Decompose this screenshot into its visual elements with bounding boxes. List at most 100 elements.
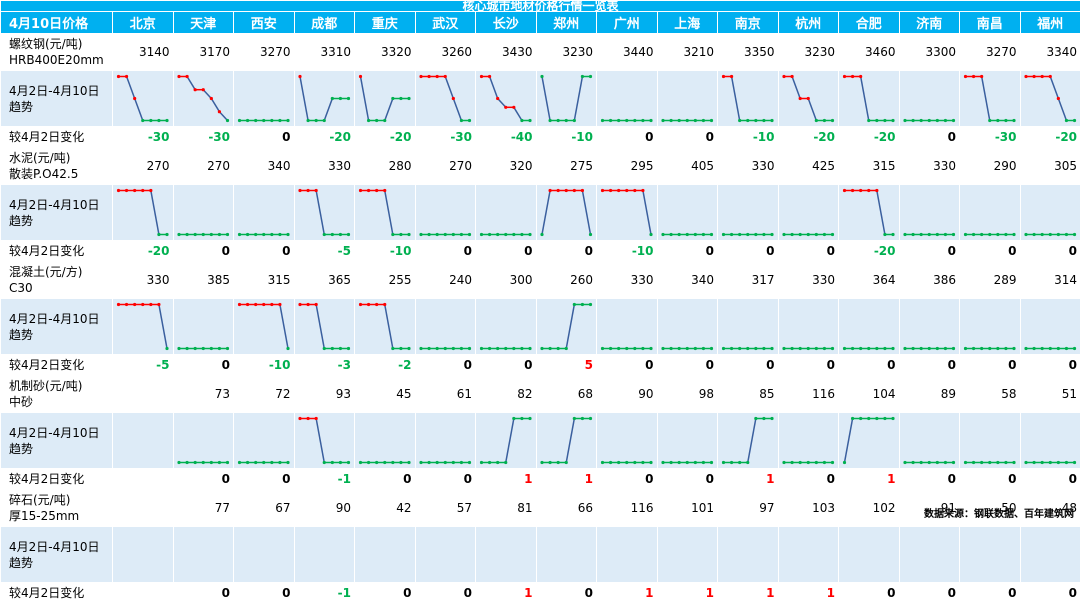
change-label: 较4月2日变化 <box>1 469 113 490</box>
trend-cell <box>718 299 779 355</box>
change-cell: 0 <box>960 241 1021 262</box>
price-cell: 66 <box>536 490 597 527</box>
trend-cell <box>839 185 900 241</box>
trend-cell <box>113 527 174 583</box>
price-cell: 57 <box>415 490 476 527</box>
trend-cell <box>294 299 355 355</box>
change-cell <box>113 583 174 604</box>
trend-cell <box>173 527 234 583</box>
trend-cell <box>778 71 839 127</box>
change-cell: 0 <box>657 355 718 376</box>
change-cell: 0 <box>960 583 1021 604</box>
trend-cell <box>960 185 1021 241</box>
city-header: 天津 <box>173 12 234 34</box>
trend-cell <box>657 413 718 469</box>
change-cell: 0 <box>355 583 416 604</box>
trend-cell <box>839 71 900 127</box>
change-cell: 1 <box>657 583 718 604</box>
trend-cell <box>718 527 779 583</box>
change-cell: 0 <box>899 469 960 490</box>
row-label-line: 趋势 <box>9 327 112 343</box>
trend-cell <box>415 413 476 469</box>
change-cell: 0 <box>778 355 839 376</box>
change-cell: 0 <box>415 469 476 490</box>
price-cell: 3440 <box>597 34 658 71</box>
trend-cell <box>778 299 839 355</box>
row-label: 4月2日-4月10日趋势 <box>1 185 113 241</box>
trend-cell <box>718 185 779 241</box>
price-cell: 3270 <box>234 34 295 71</box>
trend-cell <box>294 527 355 583</box>
price-cell: 3460 <box>839 34 900 71</box>
change-cell: 0 <box>899 355 960 376</box>
change-cell: 0 <box>718 241 779 262</box>
price-cell: 330 <box>294 148 355 185</box>
change-cell: 0 <box>1020 469 1080 490</box>
row-label: 4月2日-4月10日趋势 <box>1 71 113 127</box>
change-cell: 0 <box>536 583 597 604</box>
change-cell: 0 <box>718 355 779 376</box>
price-cell: 3320 <box>355 34 416 71</box>
trend-cell <box>415 299 476 355</box>
row-label-line: 4月2日-4月10日 <box>9 539 112 555</box>
change-cell: -10 <box>234 355 295 376</box>
price-cell: 386 <box>899 262 960 299</box>
row-label-line: 趋势 <box>9 441 112 457</box>
price-cell: 73 <box>173 376 234 413</box>
price-cell: 58 <box>960 376 1021 413</box>
trend-cell <box>476 71 537 127</box>
row-label-line: 趋势 <box>9 555 112 571</box>
trend-row: 4月2日-4月10日趋势 <box>1 527 1080 583</box>
trend-cell <box>234 185 295 241</box>
change-cell: -1 <box>294 583 355 604</box>
trend-cell <box>355 413 416 469</box>
data-source: 数据来源：钢联数据、百年建筑网 <box>924 505 1074 520</box>
city-header: 南京 <box>718 12 779 34</box>
price-cell: 90 <box>597 376 658 413</box>
city-header: 广州 <box>597 12 658 34</box>
price-cell: 45 <box>355 376 416 413</box>
trend-cell <box>536 413 597 469</box>
row-label: 水泥(元/吨)散装P.O42.5 <box>1 148 113 185</box>
trend-cell <box>839 299 900 355</box>
row-label-line: 散装P.O42.5 <box>9 166 109 182</box>
change-cell: 5 <box>536 355 597 376</box>
change-cell: 0 <box>234 241 295 262</box>
price-cell <box>113 376 174 413</box>
change-cell: -10 <box>597 241 658 262</box>
price-cell: 3210 <box>657 34 718 71</box>
change-cell: 0 <box>536 241 597 262</box>
price-cell: 270 <box>415 148 476 185</box>
change-cell: 0 <box>1020 355 1080 376</box>
row-label-line: 混凝土(元/方) <box>9 264 109 280</box>
price-cell: 3430 <box>476 34 537 71</box>
row-label-line: 趋势 <box>9 99 112 115</box>
change-cell: 1 <box>718 583 779 604</box>
price-cell: 51 <box>1020 376 1080 413</box>
change-cell: -20 <box>839 127 900 148</box>
price-cell: 385 <box>173 262 234 299</box>
row-label-line: 4月2日-4月10日 <box>9 425 112 441</box>
price-cell: 255 <box>355 262 416 299</box>
price-cell: 260 <box>536 262 597 299</box>
change-cell: -20 <box>839 241 900 262</box>
trend-cell <box>173 71 234 127</box>
trend-cell <box>113 71 174 127</box>
change-cell: -30 <box>113 127 174 148</box>
price-cell: 317 <box>718 262 779 299</box>
trend-cell <box>960 299 1021 355</box>
trend-cell <box>234 299 295 355</box>
change-cell: 0 <box>657 127 718 148</box>
change-cell: -20 <box>294 127 355 148</box>
trend-cell <box>718 413 779 469</box>
change-cell: 0 <box>415 355 476 376</box>
trend-cell <box>173 413 234 469</box>
